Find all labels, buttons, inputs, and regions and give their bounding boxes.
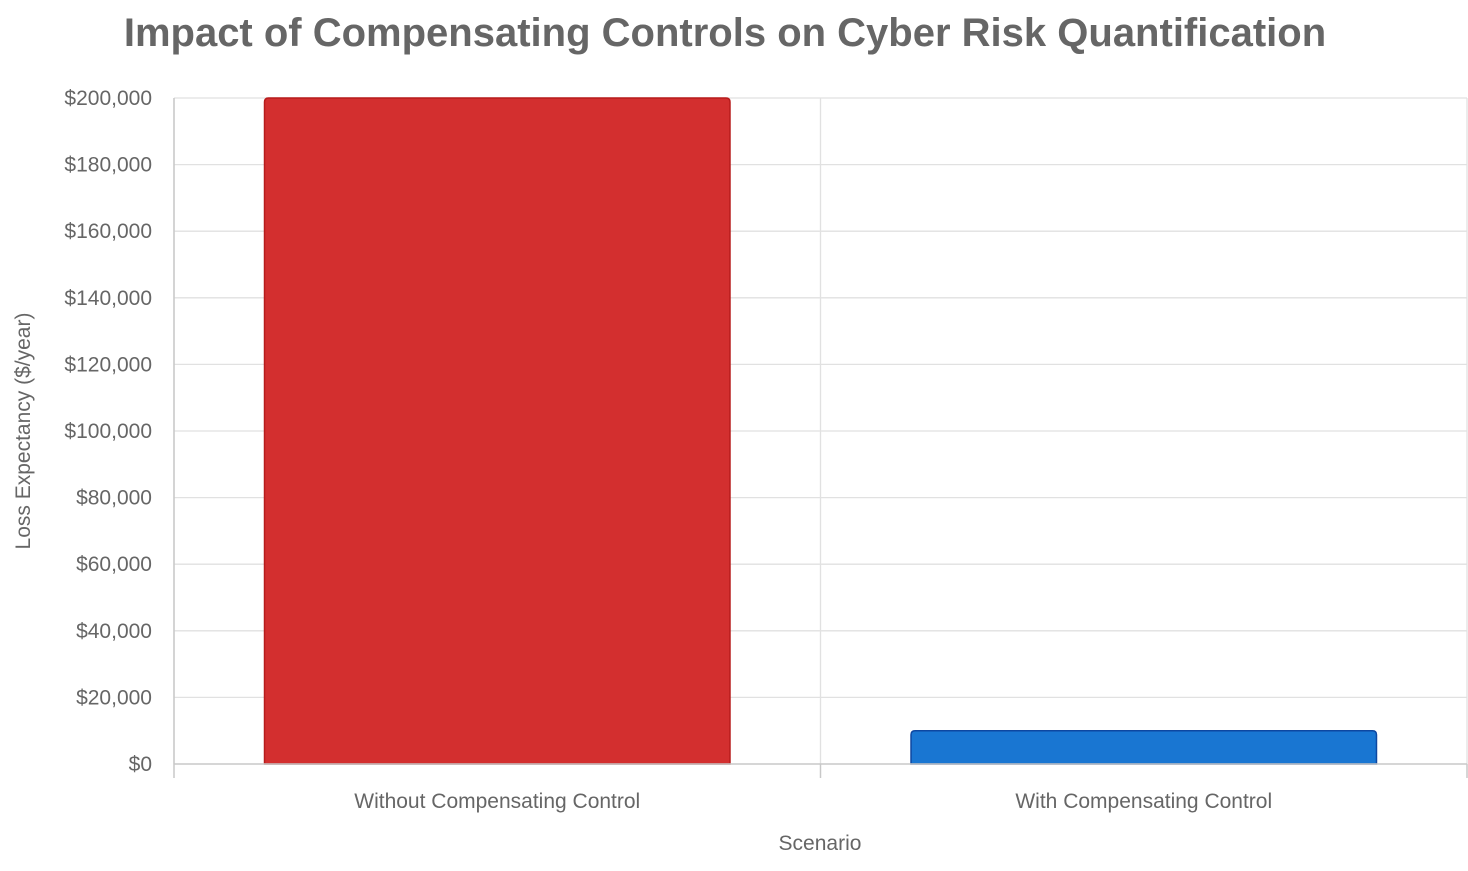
- chart-title: Impact of Compensating Controls on Cyber…: [124, 11, 1326, 55]
- axes: [173, 98, 1468, 778]
- bars: [263, 97, 1378, 765]
- y-tick-label: $40,000: [76, 620, 152, 643]
- y-axis-title: Loss Expectancy ($/year): [12, 313, 35, 550]
- x-tick-label: Without Compensating Control: [354, 790, 640, 813]
- x-axis-title: Scenario: [779, 832, 862, 855]
- x-tick-label: With Compensating Control: [1015, 790, 1272, 813]
- y-tick-label: $180,000: [64, 154, 152, 177]
- y-tick-label: $120,000: [64, 353, 152, 376]
- y-tick-label: $60,000: [76, 553, 152, 576]
- y-tick-label: $100,000: [64, 420, 152, 443]
- y-tick-label: $0: [129, 753, 152, 776]
- y-tick-label: $160,000: [64, 220, 152, 243]
- y-axis-tick-labels: $0 $20,000 $40,000 $60,000 $80,000 $100,000 $1…: [64, 87, 152, 776]
- y-tick-label: $80,000: [76, 487, 152, 510]
- x-axis-tick-labels: Without Compensating Control With Compens…: [354, 790, 1272, 813]
- bar[interactable]: [263, 97, 731, 765]
- y-tick-label: $20,000: [76, 686, 152, 709]
- y-tick-label: $140,000: [64, 287, 152, 310]
- bar[interactable]: [910, 729, 1378, 765]
- y-tick-label: $200,000: [64, 87, 152, 110]
